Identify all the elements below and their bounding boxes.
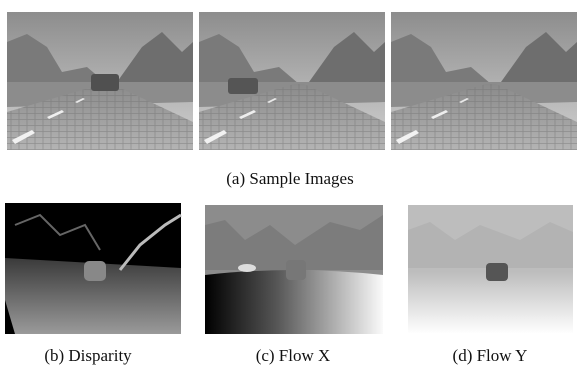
car [228,78,258,94]
caption: (b) Disparity [44,346,132,365]
flow-x-image [205,205,383,334]
figure: (a) Sample Images (b) Disparity (c) Flow… [0,0,577,371]
caption: (c) Flow X [256,346,331,365]
disparity-image [5,203,181,334]
car [91,74,119,91]
sample-image [391,12,577,150]
flow-y-image [408,205,573,334]
sample-image [199,12,385,150]
caption: (a) Sample Images [226,169,353,188]
caption: (d) Flow Y [453,346,528,365]
page: (a) Sample Images (b) Disparity (c) Flow… [0,0,577,371]
